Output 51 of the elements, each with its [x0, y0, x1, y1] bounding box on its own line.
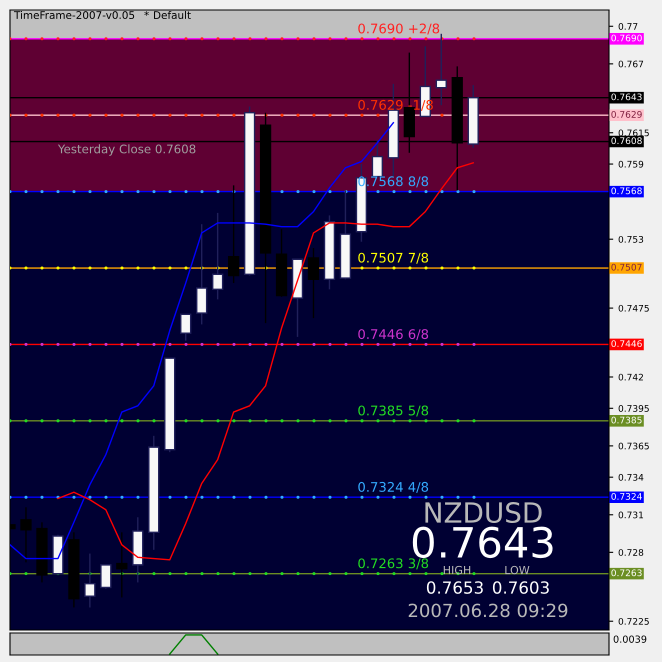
y-tick-label: 0.742 — [618, 374, 643, 381]
candlestick — [228, 184, 240, 284]
y-tick-label: 0.77 — [618, 23, 638, 30]
annotation: HIGH — [444, 566, 470, 574]
y-tick-label: 0.728 — [618, 549, 644, 556]
y-tick-label: 0.7475 — [618, 304, 649, 312]
annotation: 0.7643 — [412, 526, 553, 558]
annotation: LOW — [505, 566, 530, 574]
candlestick — [100, 564, 112, 590]
annotation: 0.7603 — [492, 581, 549, 594]
y-tick-label: 0.734 — [618, 474, 644, 481]
y-tick-label: 0.759 — [618, 160, 644, 168]
candlestick — [116, 532, 128, 598]
ref-line-label: 0.7643 — [611, 93, 642, 100]
y-tick-label: 0.731 — [618, 511, 644, 518]
candlestick — [212, 212, 224, 300]
candlestick — [84, 552, 96, 608]
ref-line-label: 0.7385 5/8 — [358, 406, 428, 417]
candlestick — [180, 314, 192, 342]
text: 0.0039 — [614, 635, 646, 643]
y-tick-label: 0.7225 — [618, 618, 649, 625]
y-tick-label: 0.7395 — [618, 405, 649, 412]
ref-line-label: 0.7385 — [611, 416, 642, 424]
annotation: 0.7653 — [426, 581, 483, 594]
ref-line-label: 0.7446 6/8 — [358, 329, 428, 340]
candlestick — [372, 140, 384, 178]
y-tick-label: 0.7365 — [618, 442, 649, 450]
ref-line-label: 0.7507 — [611, 264, 642, 271]
ref-line-label: 0.7507 7/8 — [358, 252, 428, 264]
annotation: 2007.06.28 09:29 — [408, 604, 568, 618]
ref-line-label: 0.7690 +2/8 — [358, 23, 440, 35]
ref-line-label: 0.7324 — [611, 493, 642, 500]
y-tick-label: 0.7615 — [618, 129, 649, 136]
ref-line-label: 0.7629 — [611, 111, 642, 118]
ref-line-label: 0.7568 — [611, 187, 642, 194]
chart-title: TimeFrame-2007-v0.05 — [14, 10, 134, 20]
y-tick-label: 0.753 — [618, 236, 644, 243]
ref-line-label: 0.7690 — [611, 34, 642, 42]
candlestick — [308, 247, 320, 319]
annotation: * — [144, 11, 149, 16]
ref-line-label: 0.7263 — [611, 569, 642, 576]
y-tick-label: 0.767 — [618, 60, 644, 68]
candlestick — [20, 506, 32, 564]
ref-line-label: 0.7263 3/8 — [358, 558, 428, 570]
candlestick — [436, 33, 447, 106]
annotation: Yesterday Close 0.7608 — [58, 144, 196, 156]
ref-line-label: 0.7608 — [611, 137, 642, 144]
ref-line-label: 0.7446 — [611, 340, 642, 348]
annotation: Default — [154, 10, 191, 20]
ref-line-label: 0.7324 4/8 — [358, 482, 428, 493]
annotation: NZDUSD — [425, 502, 542, 524]
